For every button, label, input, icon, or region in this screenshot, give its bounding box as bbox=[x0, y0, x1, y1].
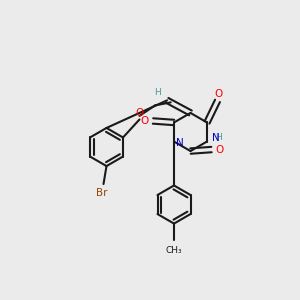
Text: Br: Br bbox=[96, 188, 108, 198]
Text: O: O bbox=[135, 108, 144, 118]
Text: O: O bbox=[216, 145, 224, 154]
Text: O: O bbox=[140, 116, 149, 126]
Text: CH₃: CH₃ bbox=[166, 246, 182, 255]
Text: H: H bbox=[216, 133, 222, 142]
Text: N: N bbox=[176, 138, 183, 148]
Text: O: O bbox=[215, 89, 223, 99]
Text: N: N bbox=[212, 133, 219, 143]
Text: H: H bbox=[154, 88, 161, 97]
